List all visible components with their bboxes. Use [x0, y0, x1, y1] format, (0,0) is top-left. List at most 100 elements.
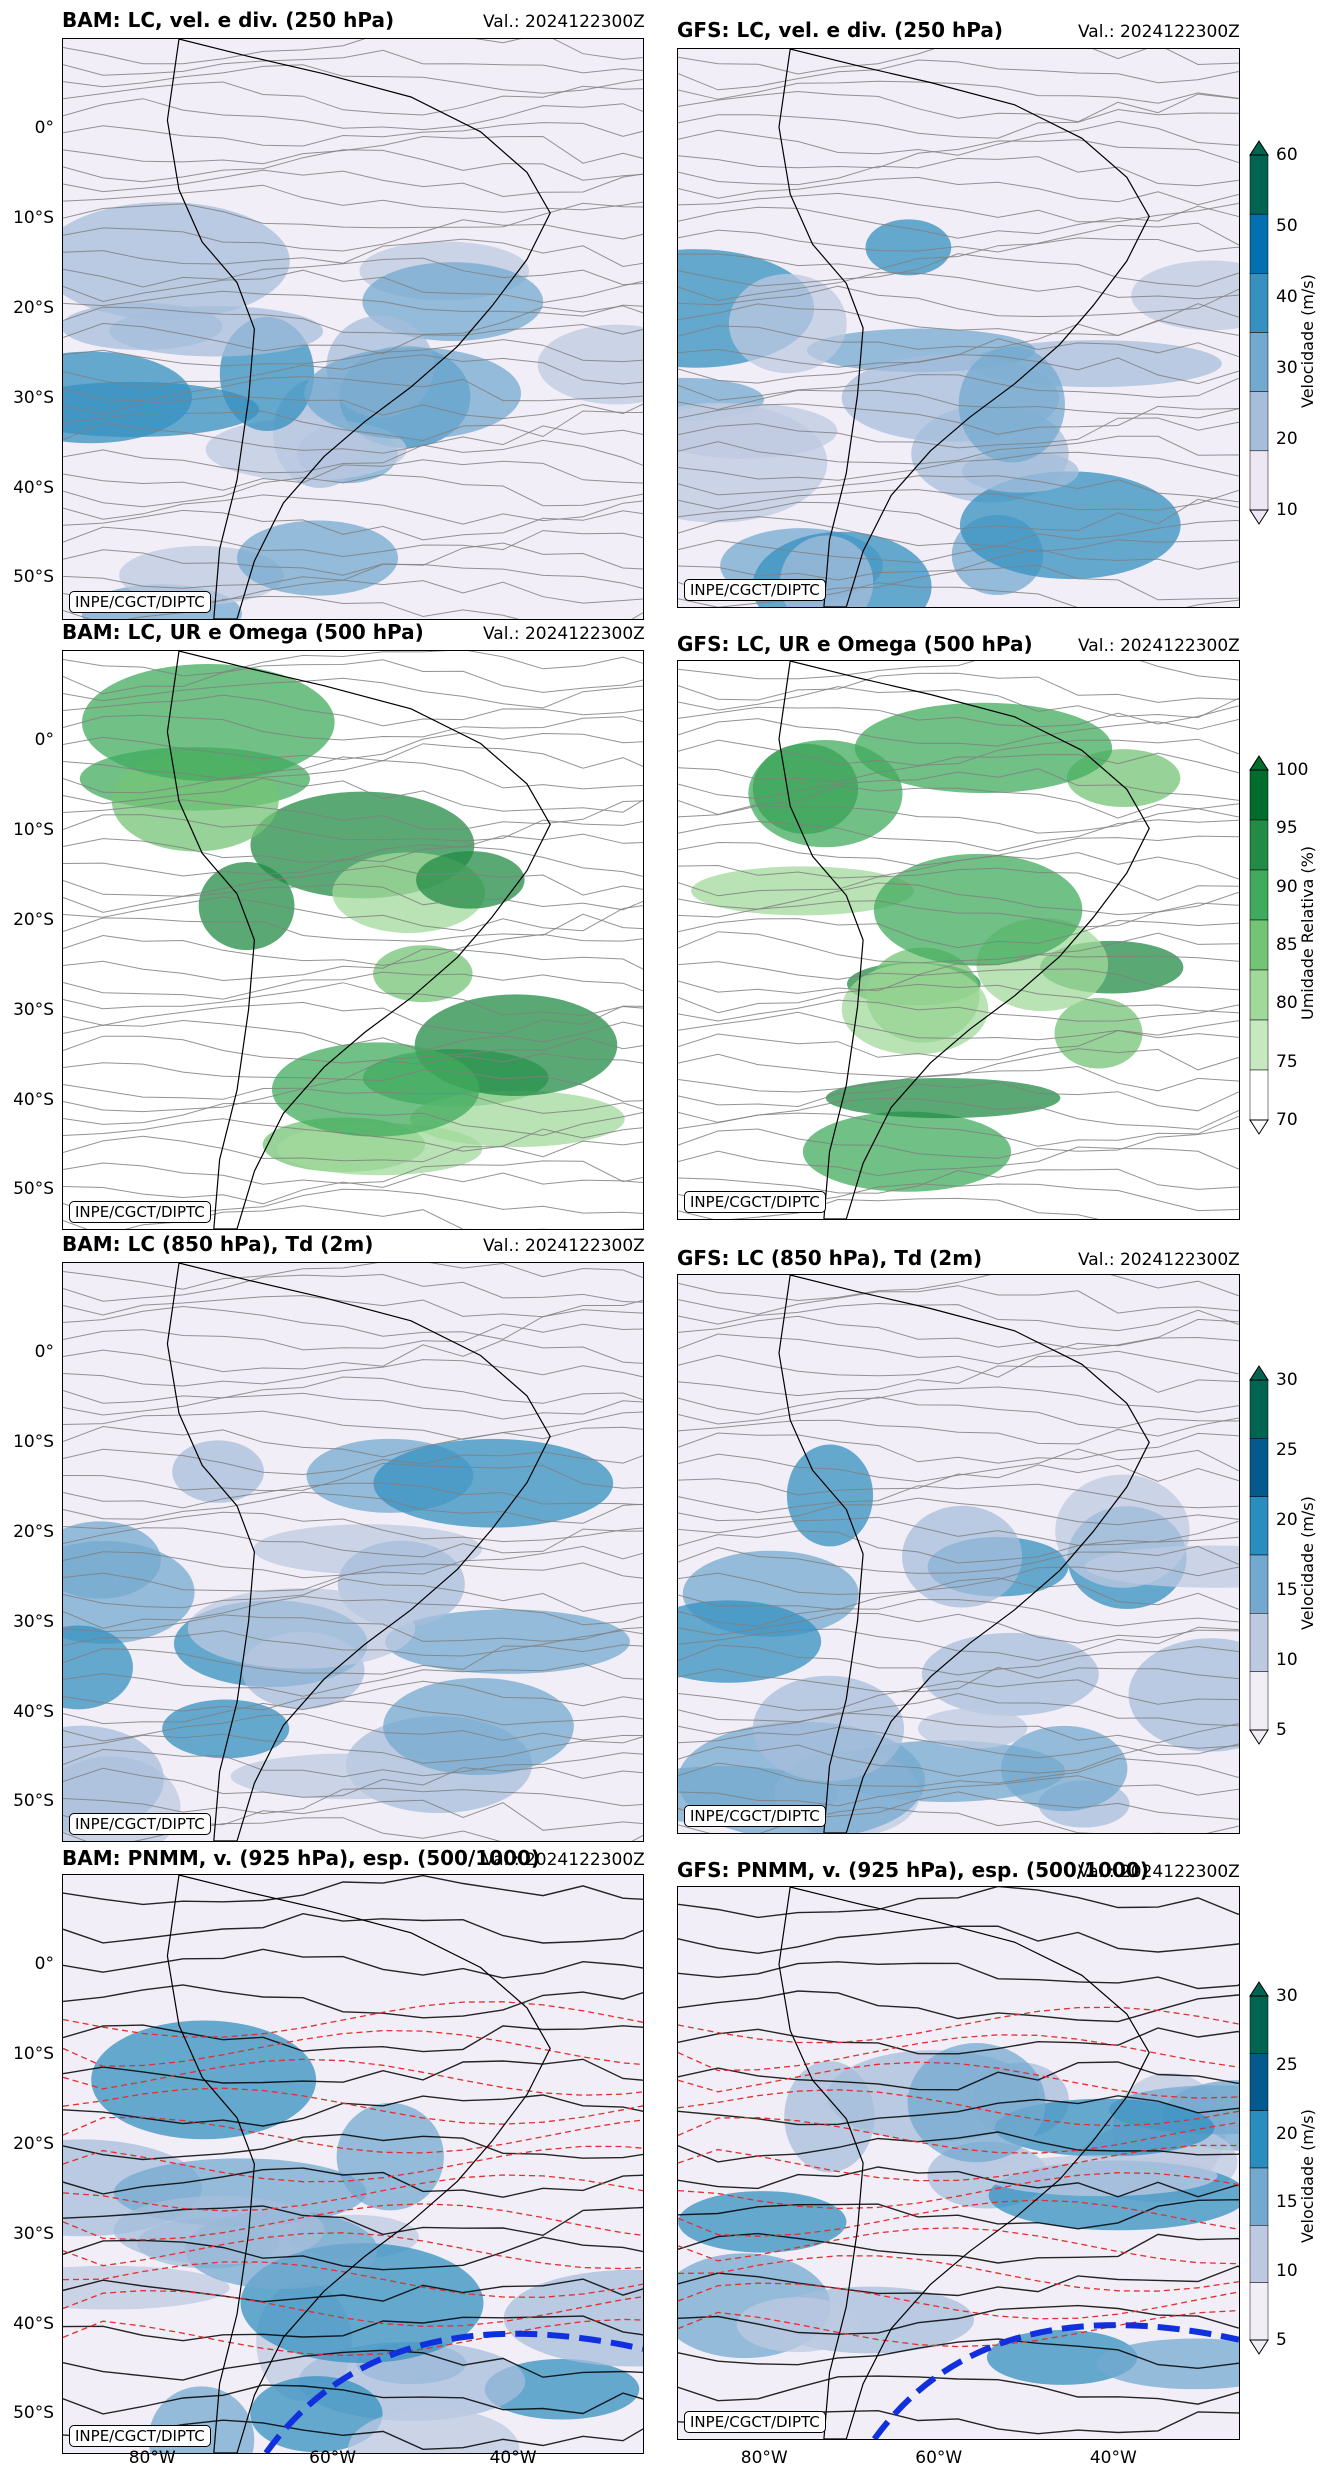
streamline: [678, 1386, 1239, 1415]
streamline: [678, 1530, 1239, 1564]
streamline: [63, 1748, 643, 1778]
streamline: [63, 1462, 643, 1492]
credit-label: INPE/CGCT/DIPTC: [69, 1813, 211, 1835]
lon-tick-label: 40°W: [489, 2448, 537, 2468]
streamline: [678, 1065, 1239, 1093]
colorbar-segment: [1249, 969, 1269, 1021]
field-patch: [336, 2102, 444, 2211]
colorbar-tick-label: 95: [1276, 818, 1298, 839]
colorbar: [1249, 1981, 1269, 2355]
field-patch: [113, 2195, 325, 2265]
lat-tick-label: 0°: [34, 1341, 54, 1362]
streamline: [63, 269, 643, 304]
colorbar-segment: [1249, 919, 1269, 971]
streamline: [678, 805, 1239, 834]
lat-tick-label: 30°S: [13, 2223, 54, 2244]
streamline: [678, 435, 1239, 465]
gfs-850-map: INPE/CGCT/DIPTC: [677, 1274, 1240, 1834]
streamline: [678, 819, 1239, 852]
bam-pnmm-valid: Val.: 2024122300Z: [483, 1850, 645, 1870]
colorbar-title: Velocidade (m/s): [1298, 2109, 1317, 2243]
streamline: [678, 374, 1239, 401]
colorbar-tick-label: 80: [1276, 993, 1298, 1014]
colorbar-segment: [1249, 1069, 1269, 1121]
field-patch: [917, 1708, 1028, 1749]
map-canvas: [63, 1875, 643, 2453]
credit-label: INPE/CGCT/DIPTC: [69, 2425, 211, 2447]
streamline: [678, 139, 1239, 169]
streamline: [63, 2236, 643, 2271]
coastline: [778, 49, 1150, 607]
colorbar-tick-label: 5: [1276, 2330, 1287, 2350]
lat-tick-label: 40°S: [13, 2313, 54, 2334]
streamline: [63, 395, 643, 420]
streamline: [63, 474, 643, 508]
streamline: [678, 1961, 1239, 1990]
streamline: [63, 1035, 643, 1064]
streamline: [678, 205, 1239, 239]
field-patch: [63, 202, 290, 320]
streamline: [678, 1775, 1239, 1807]
bam-250-valid: Val.: 2024122300Z: [483, 12, 645, 32]
streamline: [63, 1359, 643, 1387]
streamline: [678, 882, 1239, 916]
map-canvas: [63, 651, 643, 1229]
field-patch: [537, 324, 643, 405]
streamline: [678, 1577, 1239, 1611]
lat-tick-label: 10°S: [13, 207, 54, 228]
streamline: [63, 1875, 643, 1906]
streamline: [678, 1112, 1239, 1147]
colorbar-extend-min: [1249, 1729, 1269, 1745]
lat-tick-label: 50°S: [13, 567, 54, 588]
streamline: [678, 1516, 1239, 1546]
streamline: [63, 814, 643, 842]
streamline: [63, 410, 643, 442]
streamline: [63, 1482, 643, 1509]
streamline: [678, 1757, 1239, 1787]
field-patch: [304, 347, 522, 440]
streamline: [678, 983, 1239, 1014]
lat-tick-label: 10°S: [13, 1431, 54, 1452]
thickness-contour: [678, 2006, 1239, 2044]
colorbar-title: Umidade Relativa (%): [1298, 845, 1317, 1020]
field-patch: [63, 1521, 161, 1599]
field-patch: [691, 866, 914, 916]
streamline: [63, 238, 643, 268]
streamline: [678, 49, 1239, 75]
lat-tick-label: 10°S: [13, 819, 54, 840]
bam-250-title: BAM: LC, vel. e div. (250 hPa): [62, 8, 395, 32]
map-canvas: [63, 1263, 643, 1841]
thickness-contour: [678, 2117, 1239, 2154]
thickness-contour: [63, 2318, 643, 2357]
coastline: [166, 1263, 551, 1841]
field-patch: [958, 346, 1065, 463]
streamline: [678, 1029, 1239, 1061]
field-patch: [825, 1077, 1061, 1119]
streamline: [678, 851, 1239, 880]
streamline: [63, 694, 643, 727]
streamline: [63, 760, 643, 794]
streamline: [63, 542, 643, 576]
bam-850-map: INPE/CGCT/DIPTC: [62, 1262, 644, 1842]
streamline: [678, 2131, 1239, 2163]
map-canvas: [678, 1275, 1239, 1833]
field-patch: [907, 2043, 1046, 2163]
streamline: [678, 2304, 1239, 2335]
lon-tick-label: 80°W: [740, 2448, 788, 2468]
streamline: [63, 714, 643, 741]
streamline: [63, 865, 643, 897]
thickness-contour: [63, 2145, 643, 2183]
streamline: [678, 451, 1239, 481]
streamline: [678, 59, 1239, 91]
streamline: [63, 1001, 643, 1035]
colorbar-tick-label: 20: [1276, 1510, 1298, 1530]
colorbar-title: Velocidade (m/s): [1298, 273, 1317, 408]
streamline: [63, 1662, 643, 1697]
streamline: [63, 2133, 643, 2161]
lon-tick-label: 40°W: [1089, 2448, 1137, 2468]
colorbar-tick-label: 85: [1276, 935, 1298, 955]
colorbar-segment: [1249, 450, 1269, 511]
streamline: [678, 1599, 1239, 1627]
streamline: [678, 1644, 1239, 1676]
streamline: [678, 1925, 1239, 1955]
